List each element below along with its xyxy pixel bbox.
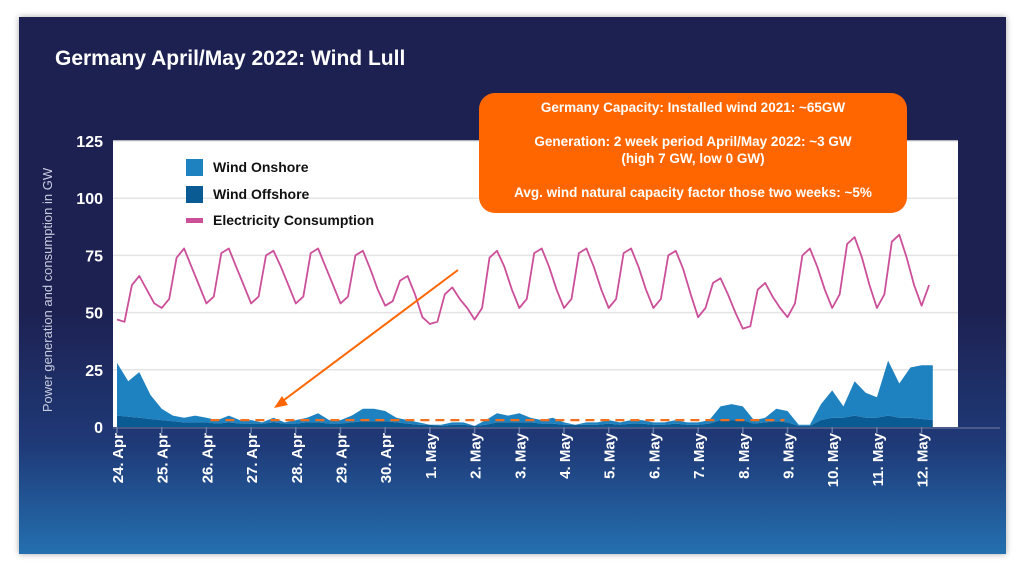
series-consumption-line: [116, 233, 930, 330]
info-generation: Generation: 2 week period April/May 2022…: [534, 134, 852, 149]
y-tick-label: 75: [85, 248, 103, 265]
legend-label: Wind Onshore: [213, 159, 309, 175]
onshore-swatch: [186, 159, 203, 176]
x-tick-label: 10. May: [825, 432, 842, 487]
x-tick-label: 5. May: [602, 432, 619, 479]
x-tick-label: 25. Apr: [155, 433, 172, 483]
x-tick-label: 4. May: [557, 432, 574, 479]
x-tick-label: 24. Apr: [110, 433, 127, 483]
x-tick-label: 7. May: [691, 432, 708, 479]
info-box: Germany Capacity: Installed wind 2021: ~…: [479, 93, 907, 213]
offshore-swatch: [186, 186, 203, 203]
x-tick-label: 26. Apr: [199, 433, 216, 483]
y-axis-label: Power generation and consumption in GW: [40, 167, 55, 412]
info-high-low: (high 7 GW, low 0 GW): [621, 151, 765, 166]
x-tick-label: 11. May: [870, 432, 887, 486]
y-tick-label: 0: [94, 420, 103, 437]
series-wind-offshore-area: [117, 415, 933, 427]
x-tick-label: 9. May: [781, 432, 798, 479]
series-wind-onshore-area: [117, 360, 933, 426]
y-tick-label: 25: [85, 363, 103, 380]
y-tick-label: 50: [85, 306, 103, 323]
x-tick-label: 28. Apr: [289, 433, 306, 483]
annotation-arrow: [279, 269, 459, 404]
legend-label: Wind Offshore: [213, 186, 310, 202]
y-tick-label: 100: [76, 191, 103, 208]
x-tick-label: 6. May: [646, 432, 663, 479]
x-tick-label: 3. May: [512, 432, 529, 479]
info-capacity: Germany Capacity: Installed wind 2021: ~…: [540, 100, 846, 115]
consumption-swatch: [186, 218, 203, 223]
y-tick-label: 125: [76, 134, 103, 151]
x-tick-label: 2. May: [468, 432, 485, 479]
x-tick-label: 1. May: [423, 432, 440, 479]
x-tick-label: 8. May: [736, 432, 753, 479]
x-tick-label: 12. May: [915, 432, 932, 487]
x-tick-label: 27. Apr: [244, 433, 261, 483]
arrowhead-icon: [274, 396, 288, 408]
info-capacity-factor: Avg. wind natural capacity factor those …: [514, 185, 872, 200]
x-tick-label: 29. Apr: [334, 433, 351, 483]
slide-title: Germany April/May 2022: Wind Lull: [55, 47, 406, 70]
x-tick-label: 30. Apr: [378, 433, 395, 483]
legend-label: Electricity Consumption: [213, 212, 375, 228]
